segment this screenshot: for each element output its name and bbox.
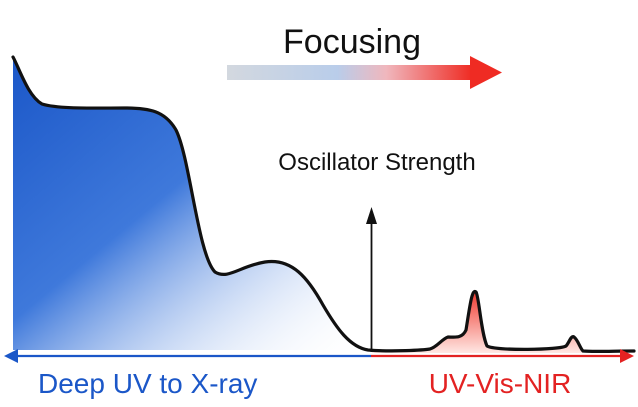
uv-vis-nir-absorption-area bbox=[372, 291, 583, 353]
focusing-arrow-head bbox=[470, 56, 502, 89]
spectrum-curve bbox=[11, 55, 636, 354]
left-axis-arrowhead bbox=[4, 349, 18, 363]
deep-uv-to-x-ray-label: Deep UV to X-ray bbox=[38, 368, 257, 399]
right-axis-arrowhead bbox=[620, 349, 634, 363]
oscillator-strength-label: Oscillator Strength bbox=[278, 149, 475, 176]
energy-axis bbox=[4, 349, 634, 363]
focusing-label: Focusing bbox=[283, 23, 421, 61]
oscillator-strength-axis bbox=[366, 207, 377, 352]
focusing-arrow bbox=[227, 56, 502, 89]
deep-uv-absorption-area bbox=[13, 57, 368, 350]
focusing-arrow-shaft bbox=[227, 65, 472, 80]
uv-vis-nir-label: UV-Vis-NIR bbox=[429, 368, 572, 399]
